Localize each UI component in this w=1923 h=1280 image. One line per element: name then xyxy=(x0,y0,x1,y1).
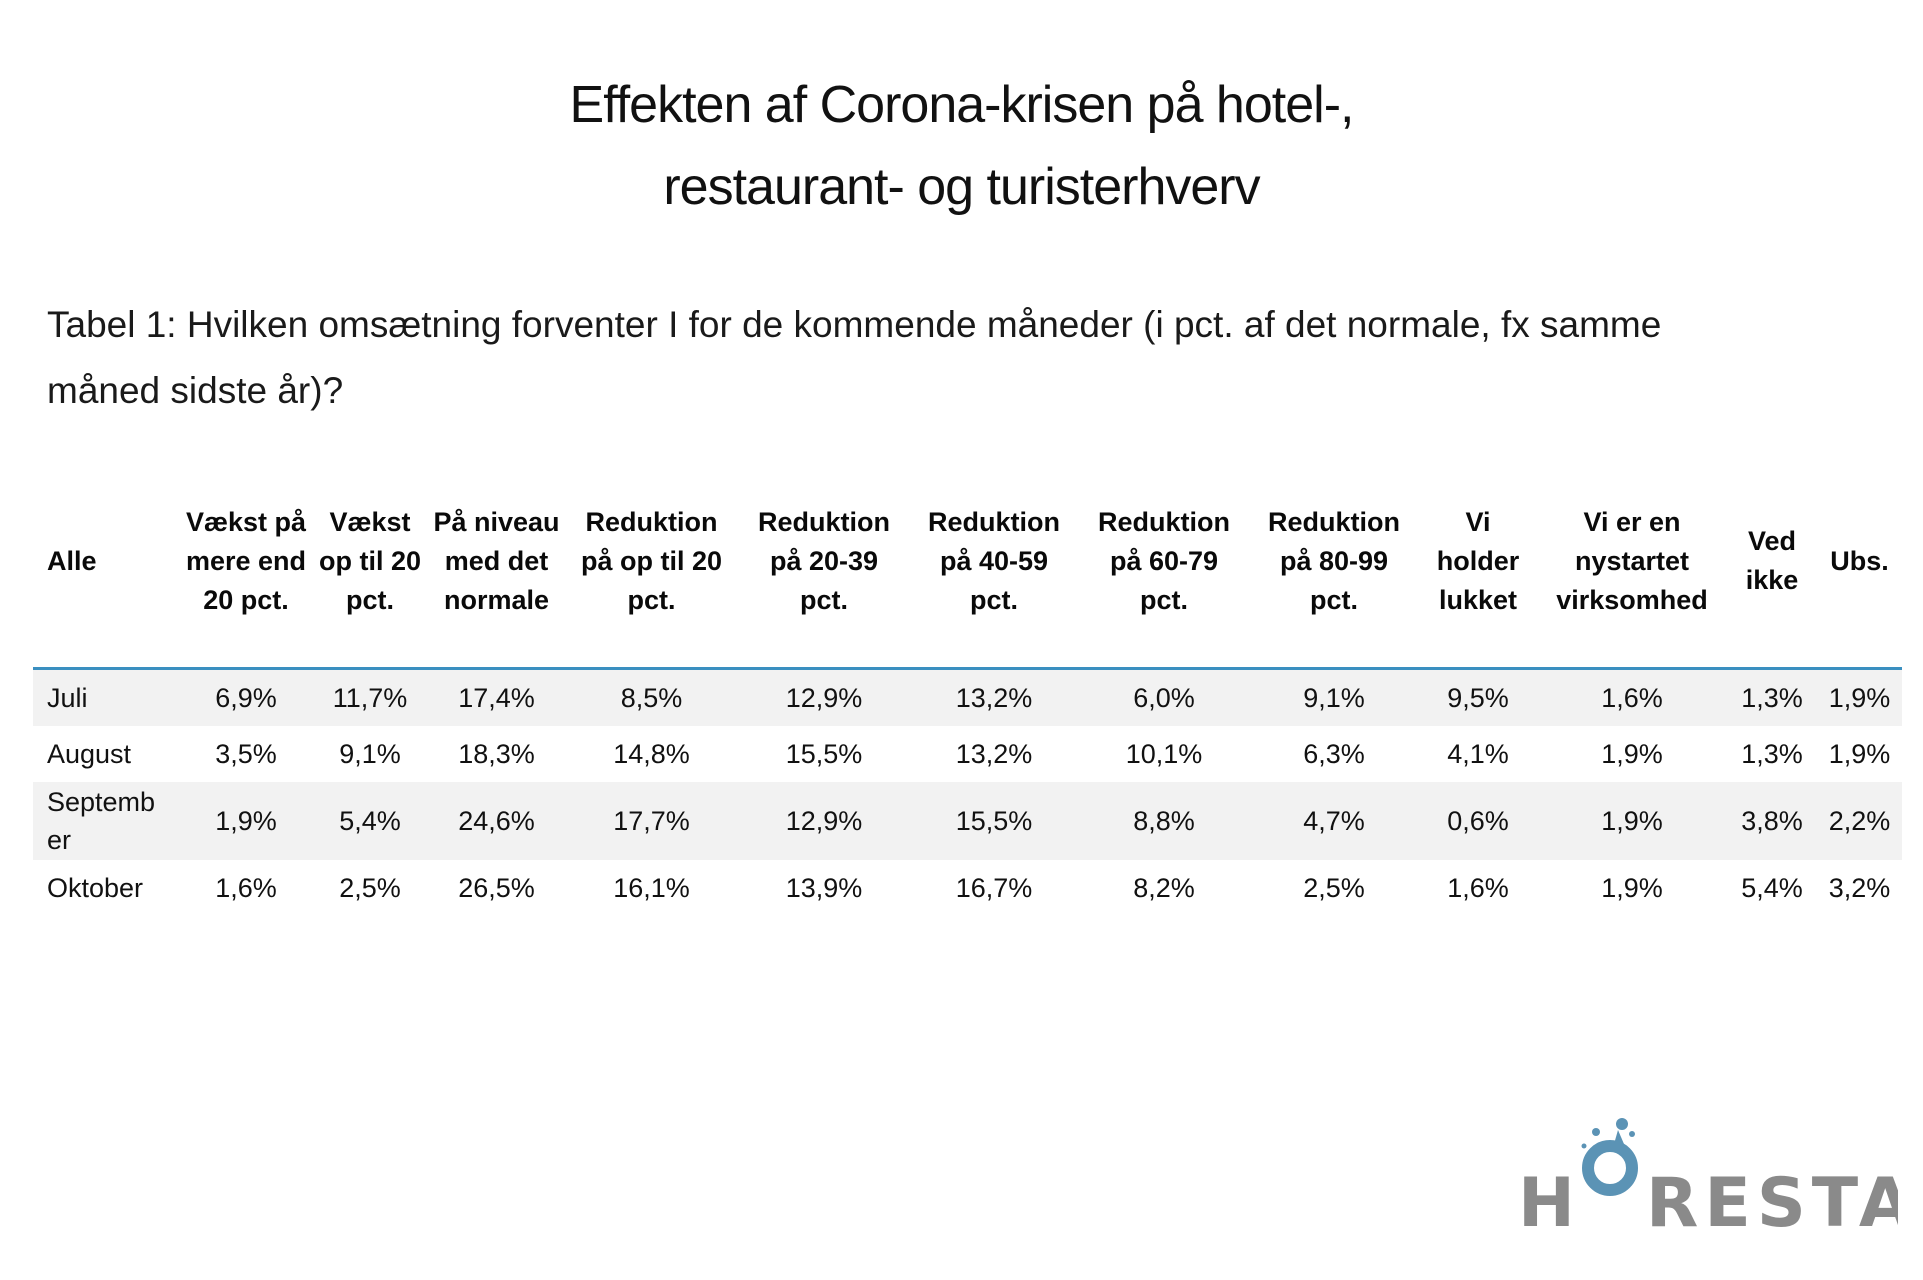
value-cell: 18,3% xyxy=(458,739,535,769)
header-cell: Reduktion på 80-99 pct. xyxy=(1249,455,1419,670)
value-cell: 26,5% xyxy=(458,873,535,903)
value-cell: 6,9% xyxy=(181,668,311,726)
value-cell: 4,1% xyxy=(1447,739,1509,769)
header-cell: Reduktion på op til 20 pct. xyxy=(564,455,739,670)
value-cell: 6,3% xyxy=(1303,739,1365,769)
month-cell: August xyxy=(47,739,132,769)
table-row: Oktober 1,6% 2,5% 26,5% 16,1% 13,9% 16,7… xyxy=(33,860,1902,916)
logo-text-h: H xyxy=(1518,1164,1575,1230)
value-cell: 11,7% xyxy=(311,668,429,726)
value-cell: 15,5% xyxy=(785,739,863,769)
value-cell: 16,7% xyxy=(955,873,1033,903)
value-cell: 4,7% xyxy=(1249,782,1419,860)
horesta-logo: H RESTA xyxy=(1518,1118,1898,1230)
month-cell: Septemb er xyxy=(33,782,181,860)
value-cell: 9,1% xyxy=(339,739,401,769)
table-header-row: Alle Vækst på mere end 20 pct. Vækst op … xyxy=(33,455,1902,670)
value-cell: 13,2% xyxy=(909,668,1079,726)
value-cell: 1,6% xyxy=(1447,873,1509,903)
value-cell: 1,3% xyxy=(1727,668,1817,726)
value-cell: 12,9% xyxy=(739,782,909,860)
table-row: Septemb er 1,9% 5,4% 24,6% 17,7% 12,9% 1… xyxy=(33,782,1902,860)
value-cell: 13,9% xyxy=(785,873,863,903)
header-cell: Reduktion på 40-59 pct. xyxy=(909,455,1079,670)
value-cell: 10,1% xyxy=(1125,739,1203,769)
value-cell: 2,2% xyxy=(1817,782,1902,860)
value-cell: 5,4% xyxy=(311,782,429,860)
value-cell: 5,4% xyxy=(1741,873,1803,903)
value-cell: 1,9% xyxy=(181,782,311,860)
value-cell: 1,6% xyxy=(1537,668,1727,726)
value-cell: 17,7% xyxy=(564,782,739,860)
value-cell: 16,1% xyxy=(613,873,690,903)
value-cell: 3,8% xyxy=(1727,782,1817,860)
value-cell: 1,9% xyxy=(1601,739,1663,769)
header-cell: Reduktion på 60-79 pct. xyxy=(1079,455,1249,670)
header-cell: Ved ikke xyxy=(1727,455,1817,670)
header-cell: På niveau med det normale xyxy=(429,455,564,670)
value-cell: 8,8% xyxy=(1079,782,1249,860)
page-title: Effekten af Corona-krisen på hotel-, res… xyxy=(0,64,1923,228)
value-cell: 9,1% xyxy=(1249,668,1419,726)
value-cell: 9,5% xyxy=(1419,668,1537,726)
value-cell: 1,9% xyxy=(1537,782,1727,860)
value-cell: 15,5% xyxy=(909,782,1079,860)
value-cell: 8,2% xyxy=(1133,873,1195,903)
header-cell: Alle xyxy=(33,455,181,670)
month-cell: Juli xyxy=(33,668,181,726)
value-cell: 3,5% xyxy=(215,739,277,769)
value-cell: 1,9% xyxy=(1828,739,1891,769)
value-cell: 8,5% xyxy=(564,668,739,726)
value-cell: 1,3% xyxy=(1741,739,1803,769)
month-cell: Oktober xyxy=(47,873,144,903)
value-cell: 1,9% xyxy=(1817,668,1902,726)
logo-text-resta: RESTA xyxy=(1646,1164,1898,1230)
value-cell: 0,6% xyxy=(1419,782,1537,860)
table-row: August 3,5% 9,1% 18,3% 14,8% 15,5% 13,2%… xyxy=(33,726,1902,782)
header-cell: Vi holder lukket xyxy=(1419,455,1537,670)
logo-splash-icon xyxy=(1581,1118,1638,1196)
value-cell: 17,4% xyxy=(429,668,564,726)
header-cell: Vækst op til 20 pct. xyxy=(311,455,429,670)
header-cell: Vi er en nystartet virksomhed xyxy=(1537,455,1727,670)
title-line-2: restaurant- og turisterhverv xyxy=(663,158,1260,216)
value-cell: 1,9% xyxy=(1601,873,1663,903)
value-cell: 13,2% xyxy=(955,739,1033,769)
value-cell: 1,6% xyxy=(215,873,277,903)
value-cell: 14,8% xyxy=(613,739,690,769)
title-line-1: Effekten af Corona-krisen på hotel-, xyxy=(569,76,1355,134)
value-cell: 24,6% xyxy=(429,782,564,860)
revenue-table: Alle Vækst på mere end 20 pct. Vækst op … xyxy=(33,455,1902,916)
header-cell: Vækst på mere end 20 pct. xyxy=(181,455,311,670)
value-cell: 2,5% xyxy=(1303,873,1365,903)
header-cell: Reduktion på 20-39 pct. xyxy=(739,455,909,670)
value-cell: 6,0% xyxy=(1079,668,1249,726)
value-cell: 2,5% xyxy=(339,873,401,903)
value-cell: 12,9% xyxy=(739,668,909,726)
table-row: Juli 6,9% 11,7% 17,4% 8,5% 12,9% 13,2% 6… xyxy=(33,668,1902,726)
header-cell: Ubs. xyxy=(1817,455,1902,670)
value-cell: 3,2% xyxy=(1828,873,1891,903)
table-caption: Tabel 1: Hvilken omsætning forventer I f… xyxy=(47,304,1662,411)
